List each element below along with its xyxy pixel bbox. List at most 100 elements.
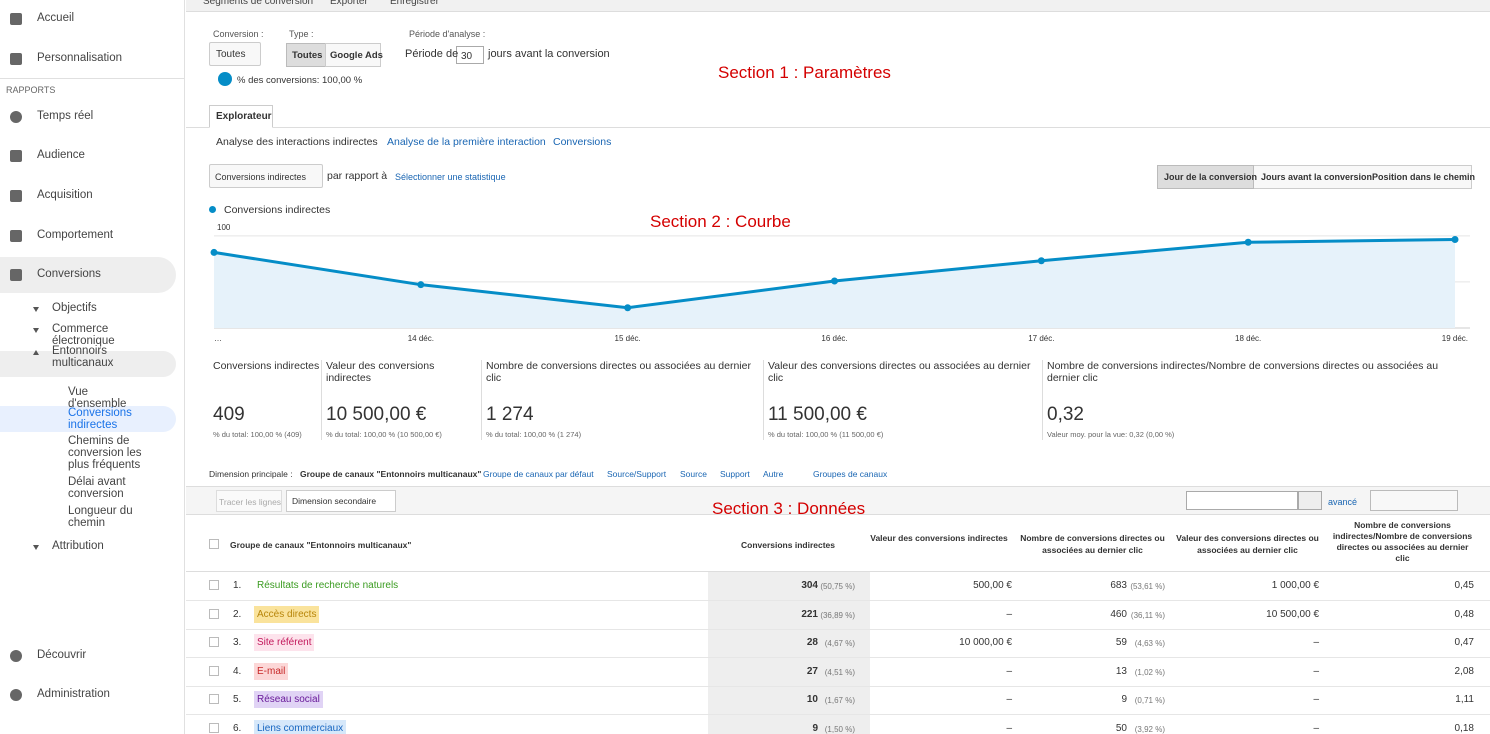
label: Conversion : [213, 29, 264, 39]
metric-select[interactable] [209, 164, 323, 188]
cell-pct: (1,50 %) [824, 725, 855, 734]
period-input[interactable] [456, 46, 484, 64]
top-menu-item[interactable]: Segments de conversion [203, 0, 314, 7]
nav-item[interactable]: Personnalisation [37, 52, 123, 64]
nav-icon [10, 53, 22, 65]
nav-caret [33, 328, 39, 333]
subtab[interactable]: Analyse des interactions indirectes [216, 136, 378, 148]
nav-item[interactable]: Accueil [37, 12, 75, 24]
channel[interactable]: Liens commerciaux [254, 720, 347, 734]
input-value[interactable]: 30 [461, 51, 473, 62]
cell: 50 [1115, 723, 1127, 734]
channel[interactable]: Site référent [254, 634, 315, 652]
nav-item[interactable]: Conversions [37, 268, 101, 280]
nav-item[interactable]: Temps réel [37, 110, 94, 122]
row-checkbox[interactable] [209, 608, 219, 619]
row-checkbox[interactable] [209, 694, 219, 705]
nav-item[interactable]: Découvrir [37, 649, 87, 661]
type-button-label[interactable]: Toutes [292, 50, 323, 61]
dimension-link[interactable]: Support [720, 469, 750, 479]
nav-icon [10, 230, 22, 242]
link[interactable]: avancé [1328, 497, 1358, 507]
link[interactable]: Sélectionner une statistique [395, 172, 506, 182]
dimension-link[interactable]: Groupe de canaux par défaut [483, 469, 594, 479]
nav-item[interactable]: Administration [37, 688, 110, 700]
cell-pct: (0,71 %) [1134, 696, 1165, 706]
column-header[interactable]: Valeur des conversions directes ou assoc… [1176, 533, 1319, 555]
nav-subitem[interactable]: Commerce électronique [52, 323, 115, 347]
view-button-label[interactable]: Jours avant la conversion [1261, 172, 1373, 182]
view-button-active[interactable] [1157, 165, 1254, 189]
row-checkbox[interactable] [209, 637, 219, 648]
column-header[interactable]: Conversions indirectes [740, 540, 835, 550]
nav-subsubitem[interactable]: Chemins de conversion les plus fréquents [68, 435, 142, 471]
nav-icon [10, 13, 22, 25]
type-button-label[interactable]: Google Ads [330, 50, 383, 61]
row-checkbox[interactable] [209, 580, 219, 590]
channel[interactable]: Résultats de recherche naturels [257, 580, 399, 591]
row-checkbox[interactable] [209, 665, 219, 676]
dimension-current[interactable]: Groupe de canaux "Entonnoirs multicanaux… [300, 469, 482, 479]
top-menu-item[interactable]: Enregistrer [390, 0, 439, 7]
header-checkbox[interactable] [209, 539, 219, 549]
tab[interactable]: Explorateur [216, 111, 272, 122]
subtab[interactable]: Analyse de la première interaction [387, 136, 546, 148]
tab-box [209, 105, 273, 128]
search-input[interactable] [1186, 491, 1298, 510]
view-icons[interactable] [1370, 490, 1458, 511]
column-header[interactable]: Nombre de conversions indirectes/Nombre … [1332, 520, 1473, 563]
dimension-link[interactable]: Source [680, 469, 707, 479]
plot-button[interactable] [216, 490, 282, 512]
column-header[interactable]: Valeur des conversions indirectes [870, 533, 1008, 543]
label: Période de [405, 48, 459, 60]
metric-sub: % du total: 100,00 % (10 500,00 €) [326, 430, 442, 439]
pie-icon [218, 72, 232, 86]
column-header[interactable]: Groupe de canaux "Entonnoirs multicanaux… [230, 540, 412, 550]
select-value[interactable]: Toutes [216, 49, 246, 60]
select-value[interactable]: Conversions indirectes [215, 172, 307, 182]
subtab[interactable]: Conversions [553, 136, 612, 148]
nav-subitem[interactable]: Attribution [52, 540, 104, 552]
top-menu-item[interactable]: Exporter [330, 0, 368, 7]
row-divider [186, 714, 1490, 716]
cell: 500,00 € [973, 580, 1012, 591]
nav-subsubitem[interactable]: Conversions indirectes [68, 407, 132, 431]
row-checkbox[interactable] [209, 723, 219, 733]
cell-pct: (53,61 %) [1130, 582, 1165, 591]
dimension-link[interactable]: Autre [763, 469, 784, 479]
select-value[interactable]: Dimension secondaire [292, 496, 377, 506]
select-box[interactable] [209, 42, 261, 66]
button-label[interactable]: Tracer les lignes [219, 497, 282, 507]
cell: 0,47 [1454, 637, 1474, 649]
nav-subitem[interactable]: Objectifs [52, 302, 97, 314]
view-button-label[interactable]: Position dans le chemin [1372, 172, 1476, 182]
channel[interactable]: Réseau social [254, 691, 323, 709]
column-header[interactable]: Nombre de conversions directes ou associ… [1020, 533, 1165, 555]
view-button-label[interactable]: Jour de la conversion [1164, 172, 1258, 182]
channel[interactable]: Accès directs [254, 605, 320, 623]
nav-subsubitem[interactable]: Longueur du chemin [68, 505, 133, 529]
search-button[interactable] [1298, 491, 1322, 510]
nav-selected [0, 406, 176, 432]
cell-pct: (1,67 %) [824, 696, 855, 706]
nav-item[interactable]: Acquisition [37, 189, 93, 201]
dimension-link[interactable]: Groupes de canaux [813, 469, 888, 479]
dimension-link[interactable]: Source/Support [607, 469, 667, 479]
row-index: 2. [233, 608, 242, 620]
channel[interactable]: E-mail [254, 662, 289, 680]
nav-subsubitem[interactable]: Vue d'ensemble [68, 386, 127, 410]
cell: 10 000,00 € [959, 637, 1012, 649]
cell: – [1006, 694, 1012, 706]
annotation: Section 3 : Données [712, 499, 866, 518]
nav-subitem[interactable]: Entonnoirs multicanaux [52, 345, 114, 369]
metric-divider [481, 360, 482, 440]
secondary-select[interactable] [286, 490, 396, 512]
type-button[interactable] [325, 43, 381, 67]
row-index: 5. [233, 694, 242, 706]
nav-item[interactable]: Comportement [37, 229, 114, 241]
top-bar [186, 0, 1490, 12]
metric-value: 10 500,00 € [326, 404, 427, 425]
nav-item[interactable]: Audience [37, 149, 85, 161]
nav-subsubitem[interactable]: Délai avant conversion [68, 476, 126, 500]
